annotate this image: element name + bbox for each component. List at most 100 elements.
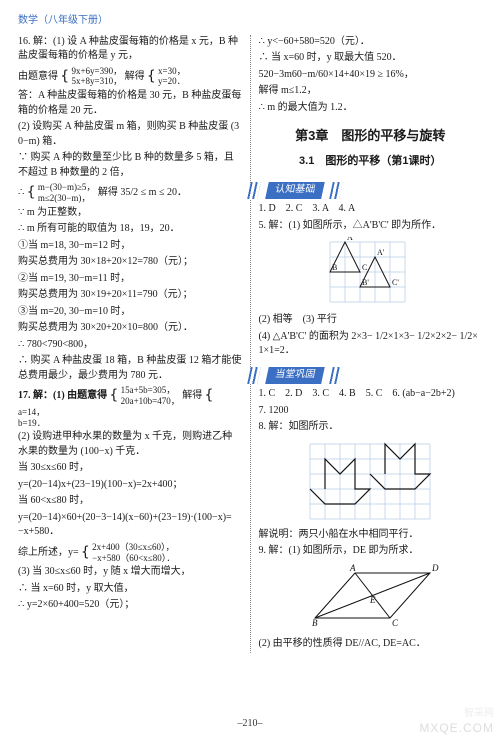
q17-b: (2) 设购进甲种水果的数量为 x 千克，则购进乙种水果的数量为 (100−x)… xyxy=(18,430,242,459)
q17-f: y=(20−14)×60+(20−3−14)(x−60)+(23−19)·(10… xyxy=(18,511,242,540)
basics-5c: (4) △A'B'C' 的面积为 2×3− 1/2×1×3− 1/2×2×2− … xyxy=(259,330,483,359)
q16-h: ∴ m 所有可能的取值为 18，19，20． xyxy=(18,222,242,237)
q16-n: 购买总费用为 30×20+20×10=800（元）． xyxy=(18,321,242,336)
badge-practice-label: 当堂巩固 xyxy=(257,367,325,384)
q17-sys1b: 20a+10b=470， xyxy=(121,396,180,406)
q16-system1-pre: 由题意得 xyxy=(18,71,58,82)
left-column: 16. 解：(1) 设 A 种盐皮蛋每箱的价格是 x 元，B 种盐皮蛋每箱的价格… xyxy=(18,35,242,654)
brace-left-icon: { xyxy=(61,68,69,84)
q17-part1: 17. 解：(1) 由题意得 xyxy=(18,390,107,401)
figure-boats xyxy=(259,439,483,524)
svg-text:B': B' xyxy=(362,278,369,287)
q17-i: ∴ 当 x=60 时，y 取大值， xyxy=(18,582,242,597)
badge-basics-label: 认知基础 xyxy=(257,182,325,199)
q17-sys1: 15a+5b=305， 20a+10b=470， xyxy=(121,385,180,407)
svg-text:B: B xyxy=(332,263,337,272)
svg-text:A': A' xyxy=(377,248,385,257)
q16-sys3b: m≤2(30−m)， xyxy=(38,193,91,203)
prac-1: 1. C 2. D 3. C 4. B 5. C 6. (ab−a−2b+2) xyxy=(259,387,483,402)
q16-sys3a: m−(30−m)≥5， xyxy=(38,182,96,192)
basics-5: 5. 解：(1) 如图所示，△A'B'C' 即为所作． xyxy=(259,219,483,234)
q16-m: ③当 m=20, 30−m=10 时， xyxy=(18,305,242,320)
q17-h: (3) 当 30≤x≤60 时，y 随 x 增大而增大， xyxy=(18,565,242,580)
svg-text:B: B xyxy=(312,618,318,628)
two-column-layout: 16. 解：(1) 设 A 种盐皮蛋每箱的价格是 x 元，B 种盐皮蛋每箱的价格… xyxy=(18,35,482,654)
brace-left-icon: { xyxy=(81,545,89,561)
q16-sys3: m−(30−m)≥5， m≤2(30−m)， xyxy=(38,182,96,204)
brace-left-icon: { xyxy=(110,388,118,404)
q17-mid: 解得 xyxy=(182,390,202,401)
brace-left-icon: { xyxy=(27,185,35,201)
basics-5b: (2) 相等 (3) 平行 xyxy=(259,313,483,328)
q16-j: 购买总费用为 30×18+20×12=780（元）； xyxy=(18,255,242,270)
svg-text:C': C' xyxy=(392,278,399,287)
prac-9b: (2) 由平移的性质得 DE//AC, DE=AC． xyxy=(259,637,483,652)
q16-sys2a: x=30， xyxy=(158,66,186,76)
q16-o: ∴ 780<790<800， xyxy=(18,338,242,353)
watermark-main: MXQE.COM xyxy=(419,720,494,737)
r5: ∴ m 的最大值为 1.2． xyxy=(259,101,483,116)
right-column: ∴ y<−60+580=520（元）． ∴ 当 x=60 时，y 取最大值 52… xyxy=(259,35,483,654)
q17-g-pre: 综上所述，y= xyxy=(18,547,79,558)
q17-sys2: a=14， b=19． xyxy=(18,407,46,429)
q17-g-sys2: −x+580（60<x≤80）． xyxy=(92,553,175,563)
svg-text:C: C xyxy=(362,263,367,272)
q16-answer1: 答：A 种盐皮蛋每箱的价格是 30 元，B 种盐皮蛋每箱的价格是 20 元． xyxy=(18,89,242,118)
triangle-grid-svg: A B C A' B' C' xyxy=(325,237,415,309)
svg-text:C: C xyxy=(392,618,399,628)
chapter-title: 第3章 图形的平移与旋转 xyxy=(259,127,483,146)
q16-sys1b: 5x+8y=310， xyxy=(71,76,122,86)
q17-g-sys1: 2x+400（30≤x≤60）， xyxy=(92,542,174,552)
book-header: 数学（八年级下册） xyxy=(18,14,482,29)
parallelogram-svg: B A D C E xyxy=(300,563,440,633)
q17-g-sys: 2x+400（30≤x≤60）， −x+580（60<x≤80）． xyxy=(92,542,175,564)
badge-practice: 当堂巩固 xyxy=(259,361,483,388)
q17-j: ∴ y=2×60+400=520（元）； xyxy=(18,598,242,613)
column-divider xyxy=(250,35,251,654)
q17-sys2b: b=19． xyxy=(18,418,46,428)
q16-l: 购买总费用为 30×19+20×11=790（元）； xyxy=(18,288,242,303)
figure-triangle-translate: A B C A' B' C' xyxy=(259,237,483,309)
q17-d: y=(20−14)x+(23−19)(100−x)=2x+400； xyxy=(18,478,242,493)
q16-part2a: (2) 设购买 A 种盐皮蛋 m 箱，则购买 B 种盐皮蛋 (30−m) 箱． xyxy=(18,120,242,149)
prac-8: 8. 解：如图所示． xyxy=(259,420,483,435)
q17-sys2a: a=14， xyxy=(18,407,45,417)
svg-text:D: D xyxy=(431,563,439,573)
q16-sys1: 9x+6y=390， 5x+8y=310， xyxy=(71,66,122,88)
q16-system2: ∴ { m−(30−m)≥5， m≤2(30−m)， 解得 35/2 ≤ m ≤… xyxy=(18,182,242,204)
q16-pre2: ∴ xyxy=(18,187,24,198)
section-title: 3.1 图形的平移（第1课时） xyxy=(259,154,483,170)
r1: ∴ y<−60+580=520（元）． xyxy=(259,35,483,50)
q16-i: ①当 m=18, 30−m=12 时， xyxy=(18,239,242,254)
q16-p: ∴ 购买 A 种盐皮蛋 18 箱，B 种盐皮蛋 12 箱才能使总费用最少，最少费… xyxy=(18,354,242,383)
q16-part2b: ∵ 购买 A 种的数量至少比 B 种的数量多 5 箱，且不超过 B 种数量的 2… xyxy=(18,151,242,180)
q17-system1: 17. 解：(1) 由题意得 { 15a+5b=305， 20a+10b=470… xyxy=(18,385,242,428)
prac-7: 7. 1200 xyxy=(259,404,483,419)
basics-1: 1. D 2. C 3. A 4. A xyxy=(259,202,483,217)
q16-mid: 解得 xyxy=(125,71,145,82)
badge-basics: 认知基础 xyxy=(259,176,483,203)
q16-part1: 16. 解：(1) 设 A 种盐皮蛋每箱的价格是 x 元，B 种盐皮蛋每箱的价格… xyxy=(18,35,242,64)
q16-k: ②当 m=19, 30−m=11 时， xyxy=(18,272,242,287)
q16-sys1a: 9x+6y=390， xyxy=(71,66,122,76)
q16-sys2: x=30， y=20． xyxy=(158,66,186,88)
q16-system1: 由题意得 { 9x+6y=390， 5x+8y=310， 解得 { x=30， … xyxy=(18,66,242,88)
r3: 520−3m60−m/60×14+40×19 ≥ 16%， xyxy=(259,68,483,83)
svg-text:E: E xyxy=(369,595,376,605)
q17-piecewise: 综上所述，y= { 2x+400（30≤x≤60）， −x+580（60<x≤8… xyxy=(18,542,242,564)
q17-e: 当 60<x≤80 时， xyxy=(18,494,242,509)
prac-8-note: 解说明：两只小船在水中相同平行． xyxy=(259,528,483,543)
q16-sys2b: y=20． xyxy=(158,76,186,86)
figure-parallelogram: B A D C E xyxy=(259,563,483,633)
q16-res2: 35/2 ≤ m ≤ 20． xyxy=(120,187,187,198)
brace-left-icon: { xyxy=(147,68,155,84)
q16-g: ∵ m 为正整数， xyxy=(18,206,242,221)
svg-text:A: A xyxy=(349,563,356,573)
q17-c: 当 30≤x≤60 时， xyxy=(18,461,242,476)
prac-9: 9. 解：(1) 如图所示，DE 即为所求． xyxy=(259,544,483,559)
svg-text:A: A xyxy=(347,237,353,242)
r4: 解得 m≤1.2， xyxy=(259,84,483,99)
q17-sys1a: 15a+5b=305， xyxy=(121,385,176,395)
boats-grid-svg xyxy=(305,439,435,524)
r2: ∴ 当 x=60 时，y 取最大值 520． xyxy=(259,51,483,66)
